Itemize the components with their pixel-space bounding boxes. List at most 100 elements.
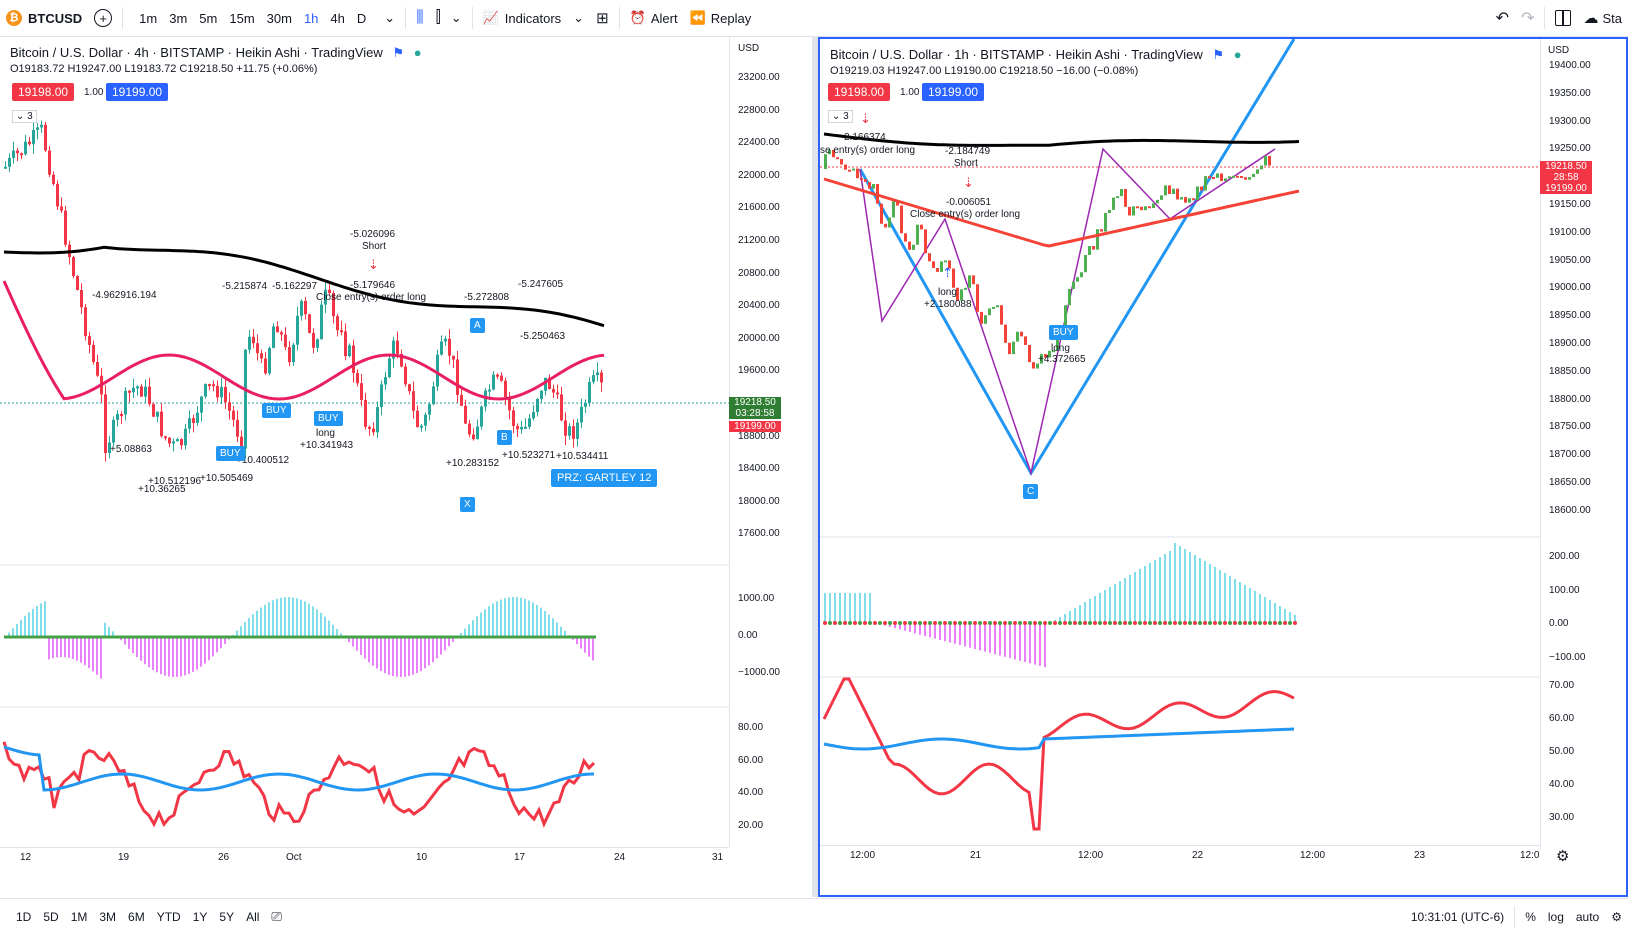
price-tick: 22400.00 — [738, 137, 780, 148]
macd-dot — [1008, 621, 1012, 625]
macd-bar — [929, 623, 931, 637]
chart-canvas-right[interactable] — [820, 39, 1626, 895]
candle — [1216, 173, 1219, 177]
range-ytd[interactable]: YTD — [151, 910, 187, 924]
pattern-point-c: C — [1023, 484, 1038, 499]
macd-bar — [260, 608, 262, 637]
layout-button[interactable] — [1549, 0, 1577, 36]
compare-button[interactable]: + — [88, 0, 118, 36]
candle — [840, 159, 843, 164]
macd-dot — [993, 621, 997, 625]
macd-dot — [1033, 621, 1037, 625]
templates-button[interactable]: ⊞ — [590, 0, 615, 36]
interval-15m[interactable]: 15m — [223, 11, 260, 26]
macd-dot — [1223, 621, 1227, 625]
price-tick: 18700.00 — [1549, 449, 1591, 460]
redo-button[interactable]: ↷ — [1515, 0, 1540, 36]
interval-5m[interactable]: 5m — [193, 11, 223, 26]
bar-style-button[interactable]: ⫼ — [410, 0, 429, 36]
chart-pane-left[interactable]: Bitcoin / U.S. Dollar · 4h · BITSTAMP · … — [0, 37, 812, 897]
cloud-save-button[interactable]: ☁ Sta — [1577, 0, 1628, 36]
macd-bar — [548, 615, 550, 637]
trade-annotation: Short — [362, 241, 386, 252]
range-5d[interactable]: 5D — [37, 910, 64, 924]
interval-1h[interactable]: 1h — [298, 11, 324, 26]
undo-button[interactable]: ↶ — [1490, 0, 1515, 36]
interval-D[interactable]: D — [351, 11, 372, 26]
macd-bar — [312, 606, 314, 637]
macd-bar — [24, 616, 26, 637]
interval-30m[interactable]: 30m — [261, 11, 298, 26]
price-tick: 19250.00 — [1549, 143, 1591, 154]
macd-bar — [934, 623, 936, 639]
interval-4h[interactable]: 4h — [324, 11, 350, 26]
interval-1m[interactable]: 1m — [133, 11, 163, 26]
macd-tick: 0.00 — [1549, 618, 1568, 629]
indicators-label: Indicators — [505, 11, 561, 26]
interval-dropdown[interactable]: ⌄ — [378, 0, 401, 36]
rsi-tick: 40.00 — [738, 787, 763, 798]
macd-dot — [1188, 621, 1192, 625]
macd-dot — [908, 621, 912, 625]
trade-annotation: long — [1051, 343, 1070, 354]
candle — [996, 305, 999, 307]
symbol-search[interactable]: ₿ BTCUSD — [0, 0, 88, 36]
candle — [1080, 272, 1083, 277]
macd-dot — [1063, 621, 1067, 625]
percent-toggle[interactable]: % — [1519, 899, 1542, 935]
macd-bar — [72, 637, 74, 659]
macd-tick: 200.00 — [1549, 551, 1580, 562]
macd-bar — [196, 637, 198, 670]
macd-bar — [954, 623, 956, 644]
macd-bar — [36, 606, 38, 637]
log-toggle[interactable]: log — [1542, 899, 1570, 935]
goto-date-button[interactable]: ⎚ — [265, 899, 287, 935]
candle — [880, 204, 883, 224]
candle-style-button[interactable]: ⫿ ⌄ — [430, 0, 468, 36]
divider — [1544, 7, 1545, 29]
range-5y[interactable]: 5Y — [213, 910, 240, 924]
interval-3m[interactable]: 3m — [163, 11, 193, 26]
sell-button[interactable]: 19198.00 — [828, 83, 890, 101]
buy-button[interactable]: 19199.00 — [106, 83, 168, 101]
chart-pane-right[interactable]: Bitcoin / U.S. Dollar · 1h · BITSTAMP · … — [818, 37, 1628, 897]
macd-bar — [168, 637, 170, 677]
macd-bar — [268, 602, 270, 637]
trade-annotation: +10.341943 — [300, 440, 353, 451]
macd-bar — [1104, 590, 1106, 623]
collapse-indicators-button[interactable]: ⌄ 3 — [828, 110, 853, 123]
settings-gear-icon[interactable]: ⚙ — [1556, 847, 1569, 865]
settings-gear-icon[interactable]: ⚙ — [1605, 899, 1628, 935]
currency-selector[interactable]: USD — [738, 43, 759, 54]
replay-button[interactable]: ⏪ Replay — [684, 0, 758, 36]
sell-button[interactable]: 19198.00 — [12, 83, 74, 101]
candle — [1024, 336, 1027, 345]
macd-bar — [416, 637, 418, 673]
chart-canvas-left[interactable] — [0, 37, 812, 897]
macd-bar — [192, 637, 194, 672]
candle — [908, 242, 911, 250]
macd-dot — [863, 621, 867, 625]
macd-bar — [40, 603, 42, 637]
range-3m[interactable]: 3M — [93, 910, 122, 924]
alert-button[interactable]: ⏰ Alert — [624, 0, 684, 36]
clock-display[interactable]: 10:31:01 (UTC-6) — [1405, 899, 1510, 935]
range-1d[interactable]: 1D — [10, 910, 37, 924]
range-1y[interactable]: 1Y — [187, 910, 214, 924]
range-6m[interactable]: 6M — [122, 910, 151, 924]
macd-dot — [1058, 621, 1062, 625]
price-tick: 19000.00 — [1549, 282, 1591, 293]
auto-toggle[interactable]: auto — [1570, 899, 1605, 935]
buy-price: 19199.00 — [1540, 183, 1592, 194]
indicators-button[interactable]: 📈 Indicators ⌄ — [477, 0, 590, 36]
currency-selector[interactable]: USD — [1548, 45, 1569, 56]
range-1m[interactable]: 1M — [65, 910, 94, 924]
macd-dot — [843, 621, 847, 625]
collapse-indicators-button[interactable]: ⌄ 3 — [12, 110, 37, 123]
range-all[interactable]: All — [240, 910, 265, 924]
buy-button[interactable]: 19199.00 — [922, 83, 984, 101]
macd-dot — [1103, 621, 1107, 625]
